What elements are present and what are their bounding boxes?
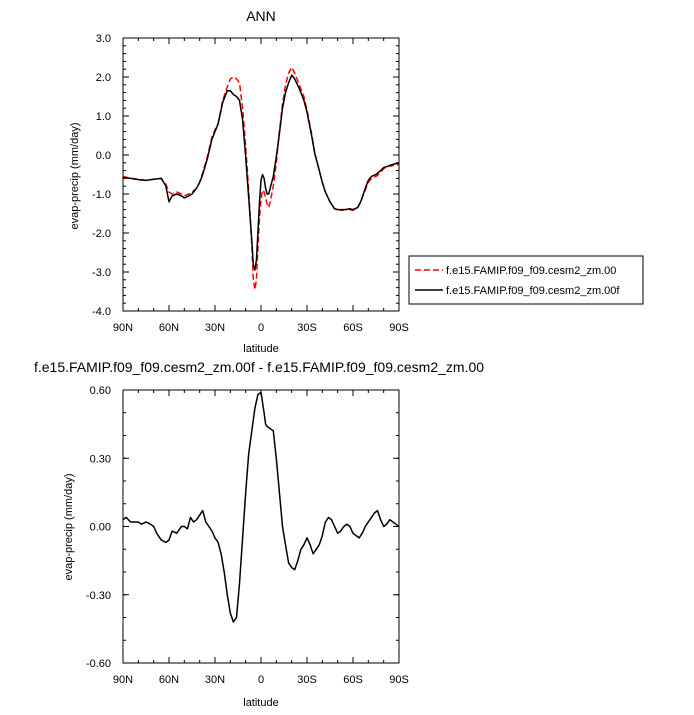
bottom-chart-xlabel: latitude (243, 697, 278, 709)
top-chart-ylabel: evap-precip (mm/day) (69, 123, 81, 230)
bottom-x-tick-label: 90N (113, 674, 133, 686)
legend-label-series-2: f.e15.FAMIP.f09_f09.cesm2_zm.00f (446, 285, 620, 297)
bottom-y-tick-label: 0.60 (90, 385, 111, 397)
bottom-y-tick-label: 0.30 (90, 453, 111, 465)
bottom-x-tick-label: 0 (258, 674, 264, 686)
top-series-line-1 (122, 66, 399, 291)
top-chart: ANN 90N 60N 30N 0 30S 60S 90S 3.0 2.0 1.0 0.0 -1.0 -… (69, 8, 409, 355)
bottom-plot-frame (122, 389, 400, 664)
top-x-tick-label: 30S (297, 322, 317, 334)
top-x-tick-label: 60N (159, 322, 179, 334)
bottom-x-tick-label: 30S (297, 674, 317, 686)
top-x-tick-label: 90S (389, 322, 409, 334)
bottom-chart-ylabel: evap-precip (mm/day) (63, 474, 75, 581)
bottom-y-tick-label: 0.00 (90, 522, 111, 534)
top-y-tick-label: 0.0 (96, 150, 111, 162)
top-y-tick-label: -2.0 (92, 228, 111, 240)
bottom-x-tick-label: 60N (159, 674, 179, 686)
top-chart-series (122, 66, 399, 291)
bottom-y-tick-label: -0.60 (86, 658, 111, 670)
bottom-x-tick-label: 90S (389, 674, 409, 686)
top-chart-xlabel: latitude (243, 343, 278, 355)
top-y-tick-label: 3.0 (96, 33, 111, 45)
top-chart-axes: 90N 60N 30N 0 30S 60S 90S 3.0 2.0 1.0 0.0 -1.0 -2.0 -… (92, 33, 409, 334)
legend-label-series-1: f.e15.FAMIP.f09_f09.cesm2_zm.00 (446, 265, 616, 277)
top-series-line-2 (122, 74, 399, 271)
top-y-tick-label: 1.0 (96, 111, 111, 123)
bottom-x-tick-label: 30N (205, 674, 225, 686)
top-y-tick-label: -3.0 (92, 267, 111, 279)
legend: f.e15.FAMIP.f09_f09.cesm2_zm.00 f.e15.FA… (408, 255, 644, 305)
top-x-tick-label: 30N (205, 322, 225, 334)
bottom-chart-axes: 90N 60N 30N 0 30S 60S 90S 0.60 0.30 0.00 -0.30 -0.6… (86, 385, 409, 686)
top-y-tick-label: -4.0 (92, 306, 111, 318)
bottom-x-tick-label: 60S (343, 674, 363, 686)
top-x-tick-label: 60S (343, 322, 363, 334)
bottom-chart: f.e15.FAMIP.f09_f09.cesm2_zm.00f - f.e15… (34, 359, 484, 709)
bottom-y-tick-label: -0.30 (86, 590, 111, 602)
top-chart-title: ANN (246, 8, 276, 24)
bottom-chart-title: f.e15.FAMIP.f09_f09.cesm2_zm.00f - f.e15… (34, 359, 484, 375)
bottom-chart-series (122, 391, 400, 623)
top-x-tick-label: 0 (258, 322, 264, 334)
legend-box (408, 255, 644, 305)
bottom-series-line-1 (122, 391, 400, 623)
top-x-tick-label: 90N (113, 322, 133, 334)
top-plot-frame (122, 37, 400, 312)
top-y-tick-label: -1.0 (92, 189, 111, 201)
top-y-tick-label: 2.0 (96, 72, 111, 84)
